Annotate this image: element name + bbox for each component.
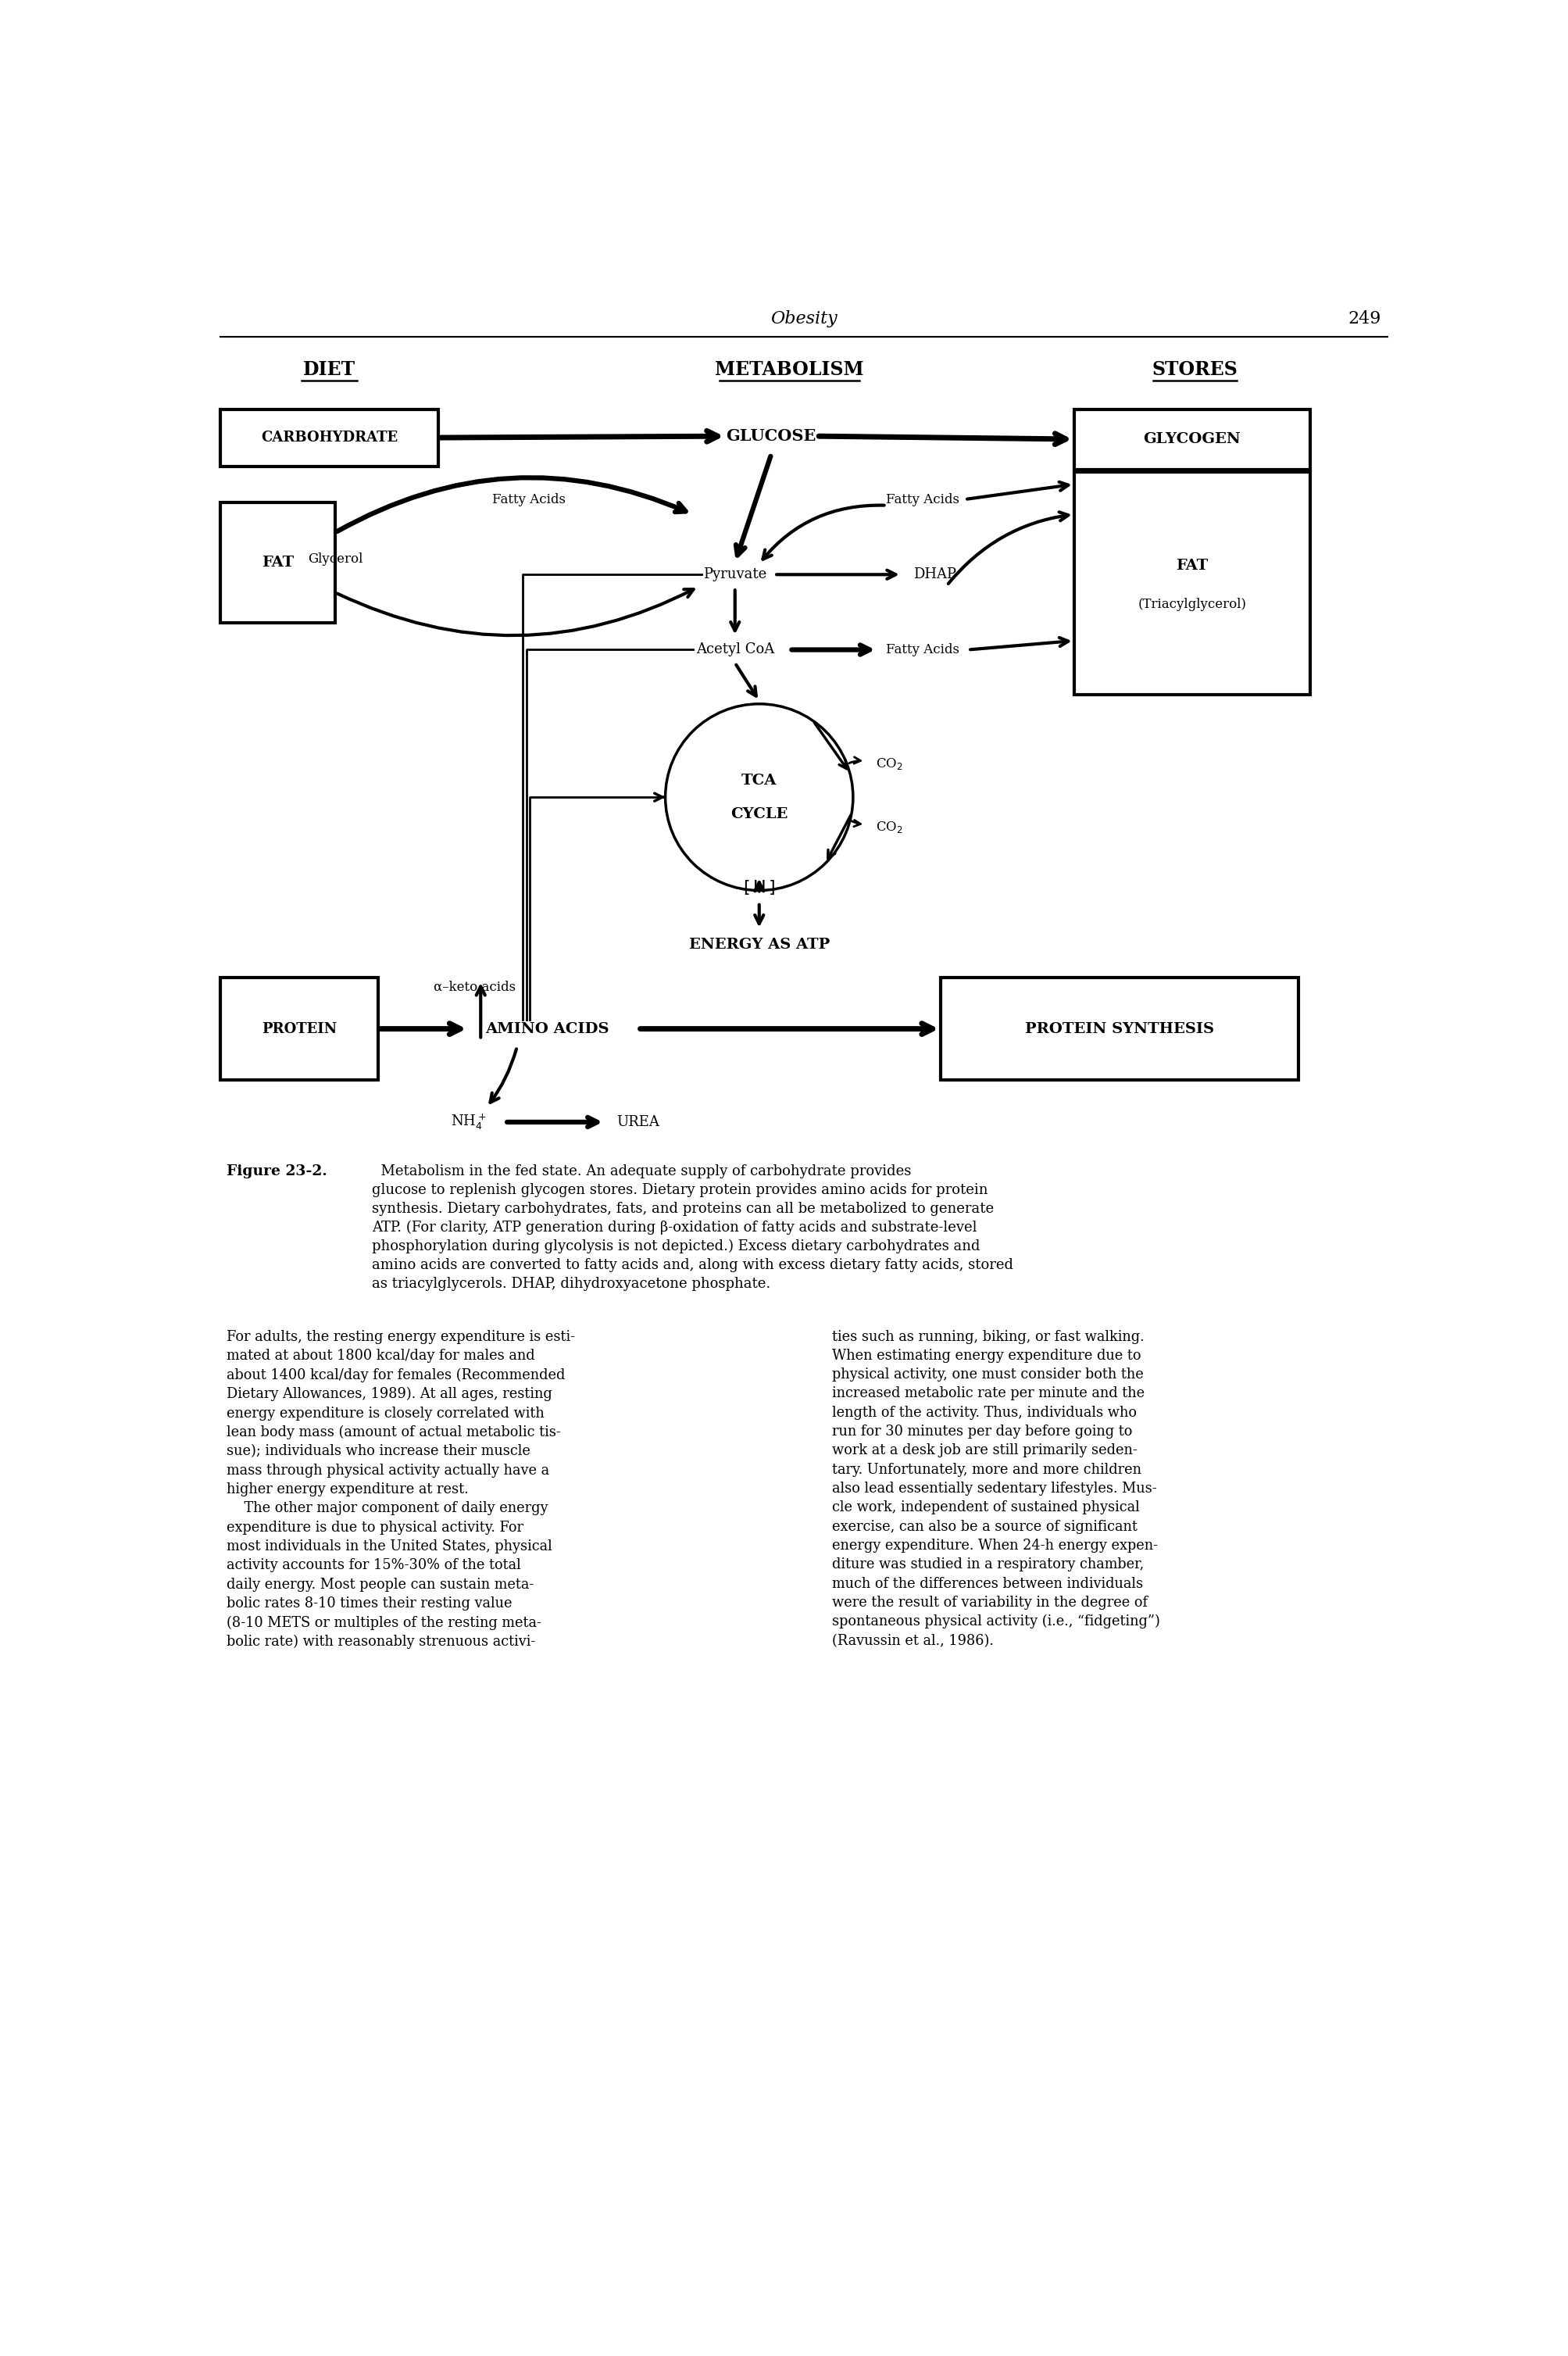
Text: Glycerol: Glycerol	[307, 554, 362, 565]
Text: Pyruvate: Pyruvate	[702, 568, 767, 582]
Text: 249: 249	[1347, 311, 1380, 327]
Text: α–keto acids: α–keto acids	[433, 980, 516, 994]
Text: Figure 23-2.: Figure 23-2.	[226, 1164, 326, 1178]
Text: TCA: TCA	[742, 773, 776, 787]
FancyBboxPatch shape	[220, 502, 336, 622]
FancyBboxPatch shape	[941, 978, 1297, 1079]
Text: GLYCOGEN: GLYCOGEN	[1143, 431, 1240, 445]
Text: UREA: UREA	[616, 1114, 659, 1129]
Text: NH$_4^+$: NH$_4^+$	[450, 1112, 486, 1131]
Text: CYCLE: CYCLE	[731, 808, 787, 820]
Text: (Triacylglycerol): (Triacylglycerol)	[1137, 598, 1247, 610]
Text: Fatty Acids: Fatty Acids	[886, 643, 960, 657]
FancyBboxPatch shape	[1074, 471, 1309, 695]
Text: DHAP: DHAP	[913, 568, 956, 582]
Text: For adults, the resting energy expenditure is esti-
mated at about 1800 kcal/day: For adults, the resting energy expenditu…	[226, 1329, 574, 1649]
Text: METABOLISM: METABOLISM	[715, 360, 864, 379]
Text: Obesity: Obesity	[770, 311, 837, 327]
Text: PROTEIN: PROTEIN	[262, 1023, 337, 1037]
Text: Fatty Acids: Fatty Acids	[886, 492, 960, 507]
Text: ties such as running, biking, or fast walking.
When estimating energy expenditur: ties such as running, biking, or fast wa…	[831, 1329, 1159, 1647]
Text: Metabolism in the fed state. An adequate supply of carbohydrate provides
glucose: Metabolism in the fed state. An adequate…	[372, 1164, 1013, 1291]
Text: Acetyl CoA: Acetyl CoA	[696, 643, 773, 657]
Text: CARBOHYDRATE: CARBOHYDRATE	[260, 431, 398, 445]
Text: Fatty Acids: Fatty Acids	[492, 492, 566, 507]
Text: GLUCOSE: GLUCOSE	[726, 429, 815, 443]
Text: AMINO ACIDS: AMINO ACIDS	[485, 1023, 608, 1037]
FancyBboxPatch shape	[220, 410, 437, 466]
Text: FAT: FAT	[262, 556, 293, 570]
Text: ENERGY AS ATP: ENERGY AS ATP	[688, 938, 829, 952]
Text: FAT: FAT	[1176, 558, 1207, 573]
FancyBboxPatch shape	[1074, 410, 1309, 469]
Text: STORES: STORES	[1151, 360, 1237, 379]
FancyBboxPatch shape	[220, 978, 378, 1079]
Text: $\left[\,\mathrm{H}\,\right]$: $\left[\,\mathrm{H}\,\right]$	[743, 879, 775, 895]
Text: PROTEIN SYNTHESIS: PROTEIN SYNTHESIS	[1024, 1023, 1214, 1037]
Text: DIET: DIET	[303, 360, 356, 379]
Text: CO$_2$: CO$_2$	[875, 820, 903, 834]
Text: CO$_2$: CO$_2$	[875, 756, 903, 770]
